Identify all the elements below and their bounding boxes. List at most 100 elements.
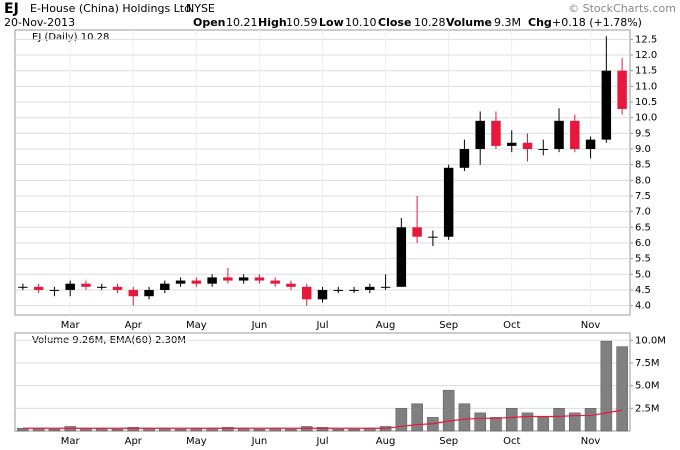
volume-bar [48, 428, 61, 432]
date: 20-Nov-2013 [4, 16, 75, 29]
candle-body [18, 286, 28, 288]
y-tick-label: 12.0 [635, 50, 657, 61]
y-tick-label: 11.0 [635, 81, 657, 92]
volume-value: 9.3M [494, 16, 521, 29]
x-tick-label: Mar [61, 436, 81, 447]
candle-body [601, 70, 612, 140]
candle-body [317, 289, 328, 300]
y-tick-label: 4.5 [635, 285, 651, 296]
high-value: 10.59 [286, 16, 318, 29]
candle-body [254, 277, 265, 281]
symbol: EJ [4, 1, 19, 17]
y-tick-label: 5.5 [635, 254, 651, 265]
open-value: 10.21 [226, 16, 258, 29]
volume-bar [111, 428, 124, 432]
volume-bar [458, 403, 471, 432]
candle-body [286, 283, 296, 287]
candle-body [365, 286, 375, 290]
x-tick-label: Mar [61, 320, 81, 331]
candle-body [112, 286, 123, 290]
candle-body [538, 149, 548, 151]
y-tick-label: 7.5M [635, 358, 660, 369]
candle-body [412, 227, 422, 237]
close-label: Close [378, 16, 411, 29]
candle-body [475, 120, 485, 150]
candle-body [207, 277, 217, 284]
candle-body [522, 142, 533, 150]
x-tick-label: Sep [439, 436, 458, 447]
x-tick-label: Nov [581, 436, 601, 447]
candle-body [49, 289, 60, 291]
x-tick-label: Jun [251, 320, 268, 331]
volume-bar [174, 428, 187, 432]
y-tick-label: 10.5 [635, 97, 657, 108]
candle-body [349, 289, 359, 291]
low-value: 10.10 [345, 16, 377, 29]
x-tick-label: Sep [439, 320, 458, 331]
close-value: 10.28 [414, 16, 446, 29]
y-tick-label: 5.0M [635, 381, 660, 392]
candle-body [191, 280, 202, 284]
y-tick-label: 6.5 [635, 222, 651, 233]
candle-body [443, 167, 454, 237]
volume-label: Volume [446, 16, 492, 29]
candle-body [97, 286, 107, 288]
volume-bar [411, 403, 423, 432]
candle-body [128, 289, 138, 297]
exchange: NYSE [186, 2, 215, 15]
y-tick-label: 8.5 [635, 160, 651, 171]
candle-body [396, 227, 407, 287]
candle-body [302, 286, 312, 300]
candle-body [238, 277, 249, 281]
y-tick-label: 9.5 [635, 128, 651, 139]
volume-bar [553, 408, 565, 432]
candle-body [65, 283, 75, 290]
candle-body [585, 139, 596, 150]
y-tick-label: 2.5M [635, 403, 660, 414]
x-tick-label: Nov [581, 320, 601, 331]
chg-label: Chg [528, 16, 552, 29]
high-label: High [258, 16, 287, 29]
volume-bar [348, 428, 360, 432]
volume-bar [569, 412, 581, 432]
ema-line [22, 409, 623, 429]
candle-body [380, 286, 391, 288]
y-tick-label: 6.0 [635, 238, 651, 249]
candle-body [428, 236, 438, 238]
candle-body [333, 289, 343, 291]
candle-body [160, 283, 170, 290]
volume-bar [222, 427, 234, 432]
candle-body [459, 149, 470, 168]
low-label: Low [319, 16, 344, 29]
x-tick-label: Aug [376, 320, 396, 331]
volume-bar [316, 427, 329, 432]
x-tick-label: Jul [315, 436, 328, 447]
y-tick-label: 7.5 [635, 191, 651, 202]
x-tick-label: May [186, 320, 207, 331]
y-tick-label: 9.0 [635, 144, 651, 155]
y-tick-label: 10.0 [635, 113, 657, 124]
volume-bar [584, 408, 597, 432]
volume-bar [332, 428, 345, 432]
candle-body [144, 289, 154, 297]
candle-body [554, 120, 564, 150]
x-tick-label: Jul [315, 320, 328, 331]
x-tick-label: Oct [503, 320, 520, 331]
candle-body [81, 283, 91, 287]
x-tick-label: Apr [125, 436, 143, 447]
x-tick-label: Apr [125, 320, 143, 331]
y-tick-label: 8.0 [635, 175, 651, 186]
volume-bar [285, 428, 297, 432]
candle-body [507, 142, 517, 146]
x-tick-label: Aug [376, 436, 396, 447]
candle-body [270, 280, 280, 284]
volume-bar [600, 340, 613, 432]
candle-body [491, 120, 501, 146]
y-tick-label: 5.0 [635, 269, 651, 280]
y-tick-label: 7.0 [635, 207, 651, 218]
x-tick-label: Oct [503, 436, 520, 447]
chg-value: +0.18 (+1.78%) [552, 16, 642, 29]
volume-bar [490, 417, 502, 432]
volume-bar [521, 412, 534, 432]
